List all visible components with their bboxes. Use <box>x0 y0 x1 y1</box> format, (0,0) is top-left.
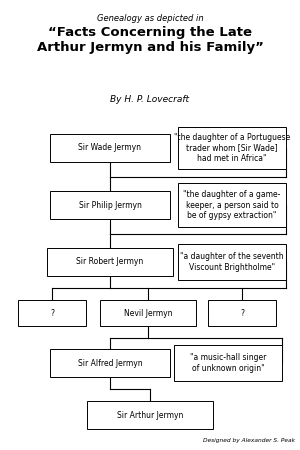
Text: Sir Wade Jermyn: Sir Wade Jermyn <box>79 144 142 153</box>
Text: Sir Robert Jermyn: Sir Robert Jermyn <box>76 257 144 266</box>
FancyBboxPatch shape <box>208 300 276 326</box>
FancyBboxPatch shape <box>50 191 170 219</box>
FancyBboxPatch shape <box>178 244 286 280</box>
FancyBboxPatch shape <box>178 183 286 227</box>
Text: "the daughter of a Portuguese
trader whom [Sir Wade]
had met in Africa": "the daughter of a Portuguese trader who… <box>174 133 290 163</box>
FancyBboxPatch shape <box>50 134 170 162</box>
FancyBboxPatch shape <box>50 349 170 377</box>
Text: Designed by Alexander S. Peak: Designed by Alexander S. Peak <box>203 438 295 443</box>
Text: Nevil Jermyn: Nevil Jermyn <box>124 309 172 318</box>
Text: "a music-hall singer
of unknown origin": "a music-hall singer of unknown origin" <box>190 353 266 373</box>
Text: “Facts Concerning the Late
Arthur Jermyn and his Family”: “Facts Concerning the Late Arthur Jermyn… <box>37 26 263 54</box>
Text: Sir Alfred Jermyn: Sir Alfred Jermyn <box>78 359 142 368</box>
Text: By H. P. Lovecraft: By H. P. Lovecraft <box>110 95 190 104</box>
FancyBboxPatch shape <box>100 300 196 326</box>
FancyBboxPatch shape <box>18 300 86 326</box>
FancyBboxPatch shape <box>87 401 213 429</box>
Text: "a daughter of the seventh
Viscount Brightholme": "a daughter of the seventh Viscount Brig… <box>180 252 284 272</box>
Text: ?: ? <box>50 309 54 318</box>
Text: "the daughter of a game-
keeper, a person said to
be of gypsy extraction": "the daughter of a game- keeper, a perso… <box>183 190 281 220</box>
Text: Sir Philip Jermyn: Sir Philip Jermyn <box>79 201 141 210</box>
Text: ?: ? <box>240 309 244 318</box>
Text: Genealogy as depicted in: Genealogy as depicted in <box>97 14 203 23</box>
FancyBboxPatch shape <box>178 127 286 169</box>
FancyBboxPatch shape <box>47 248 173 276</box>
Text: Sir Arthur Jermyn: Sir Arthur Jermyn <box>117 410 183 419</box>
FancyBboxPatch shape <box>174 345 282 381</box>
